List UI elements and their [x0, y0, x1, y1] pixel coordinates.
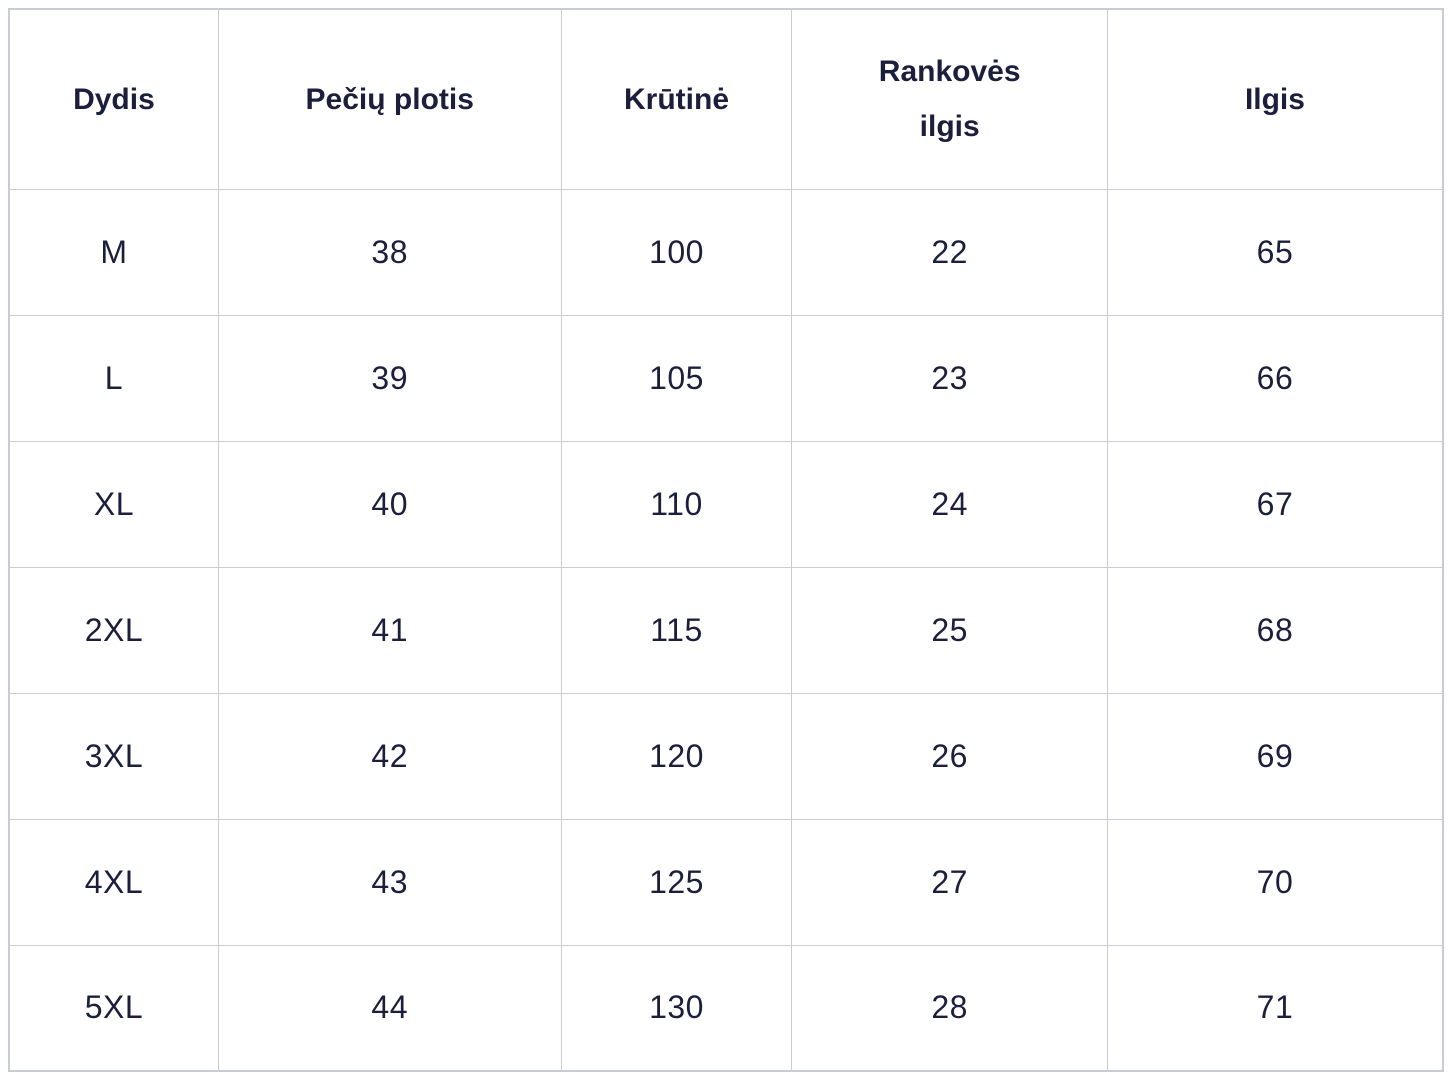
column-header-label: Dydis — [73, 82, 155, 116]
size-cell: 4XL — [8, 818, 219, 946]
table-row: 2XL 41 115 25 68 — [8, 566, 1444, 694]
measurement-cell: 120 — [560, 692, 793, 820]
column-header-krutine: Krūtinė — [560, 8, 793, 190]
measurement-cell: 23 — [791, 314, 1108, 442]
measurement-cell: 100 — [560, 188, 793, 316]
measurement-cell: 44 — [217, 944, 562, 1072]
measurement-cell: 22 — [791, 188, 1108, 316]
size-cell: 3XL — [8, 692, 219, 820]
measurement-cell: 38 — [217, 188, 562, 316]
measurement-cell: 130 — [560, 944, 793, 1072]
column-header-label: Rankovės ilgis — [878, 54, 1021, 144]
table-row: 5XL 44 130 28 71 — [8, 944, 1444, 1072]
table-body: M 38 100 22 65 L 39 105 23 66 XL 40 110 24 67 2XL 41 115 2… — [8, 188, 1444, 1072]
column-header-label: Pečių plotis — [305, 82, 474, 116]
column-header-ilgis: Ilgis — [1106, 8, 1444, 190]
column-header-rankoves-ilgis: Rankovės ilgis — [791, 8, 1108, 190]
table-row: M 38 100 22 65 — [8, 188, 1444, 316]
size-chart-table: Dydis Pečių plotis Krūtinė Rankovės ilgi… — [8, 8, 1444, 1072]
measurement-cell: 27 — [791, 818, 1108, 946]
measurement-cell: 70 — [1106, 818, 1444, 946]
measurement-cell: 25 — [791, 566, 1108, 694]
measurement-cell: 42 — [217, 692, 562, 820]
measurement-cell: 24 — [791, 440, 1108, 568]
table-header: Dydis Pečių plotis Krūtinė Rankovės ilgi… — [8, 8, 1444, 190]
table-row: XL 40 110 24 67 — [8, 440, 1444, 568]
size-cell: XL — [8, 440, 219, 568]
measurement-cell: 110 — [560, 440, 793, 568]
measurement-cell: 43 — [217, 818, 562, 946]
table-row: 3XL 42 120 26 69 — [8, 692, 1444, 820]
size-cell: L — [8, 314, 219, 442]
table-row: L 39 105 23 66 — [8, 314, 1444, 442]
column-header-label: Ilgis — [1244, 82, 1305, 116]
measurement-cell: 105 — [560, 314, 793, 442]
measurement-cell: 69 — [1106, 692, 1444, 820]
measurement-cell: 28 — [791, 944, 1108, 1072]
measurement-cell: 26 — [791, 692, 1108, 820]
measurement-cell: 67 — [1106, 440, 1444, 568]
measurement-cell: 39 — [217, 314, 562, 442]
size-cell: M — [8, 188, 219, 316]
measurement-cell: 115 — [560, 566, 793, 694]
size-cell: 2XL — [8, 566, 219, 694]
header-row: Dydis Pečių plotis Krūtinė Rankovės ilgi… — [8, 8, 1444, 190]
measurement-cell: 40 — [217, 440, 562, 568]
measurement-cell: 66 — [1106, 314, 1444, 442]
measurement-cell: 71 — [1106, 944, 1444, 1072]
size-cell: 5XL — [8, 944, 219, 1072]
measurement-cell: 68 — [1106, 566, 1444, 694]
column-header-peciu-plotis: Pečių plotis — [217, 8, 562, 190]
table-row: 4XL 43 125 27 70 — [8, 818, 1444, 946]
measurement-cell: 41 — [217, 566, 562, 694]
measurement-cell: 65 — [1106, 188, 1444, 316]
column-header-dydis: Dydis — [8, 8, 219, 190]
column-header-label: Krūtinė — [624, 82, 729, 116]
measurement-cell: 125 — [560, 818, 793, 946]
